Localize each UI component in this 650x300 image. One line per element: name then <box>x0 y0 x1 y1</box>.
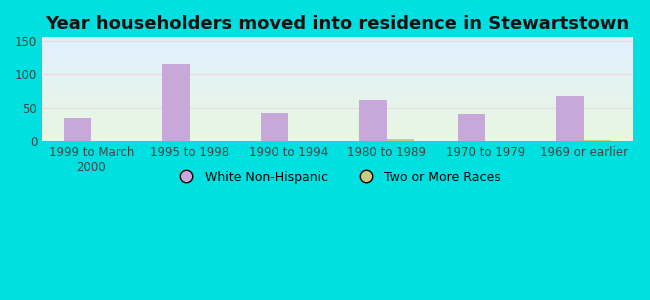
Bar <box>359 100 387 141</box>
Bar <box>261 113 289 141</box>
Bar <box>556 96 584 141</box>
Bar <box>64 118 92 141</box>
Bar <box>387 139 414 141</box>
Bar <box>584 140 611 141</box>
Legend: White Non-Hispanic, Two or More Races: White Non-Hispanic, Two or More Races <box>169 166 506 189</box>
Bar <box>458 114 485 141</box>
Bar <box>162 64 190 141</box>
Title: Year householders moved into residence in Stewartstown: Year householders moved into residence i… <box>46 15 630 33</box>
